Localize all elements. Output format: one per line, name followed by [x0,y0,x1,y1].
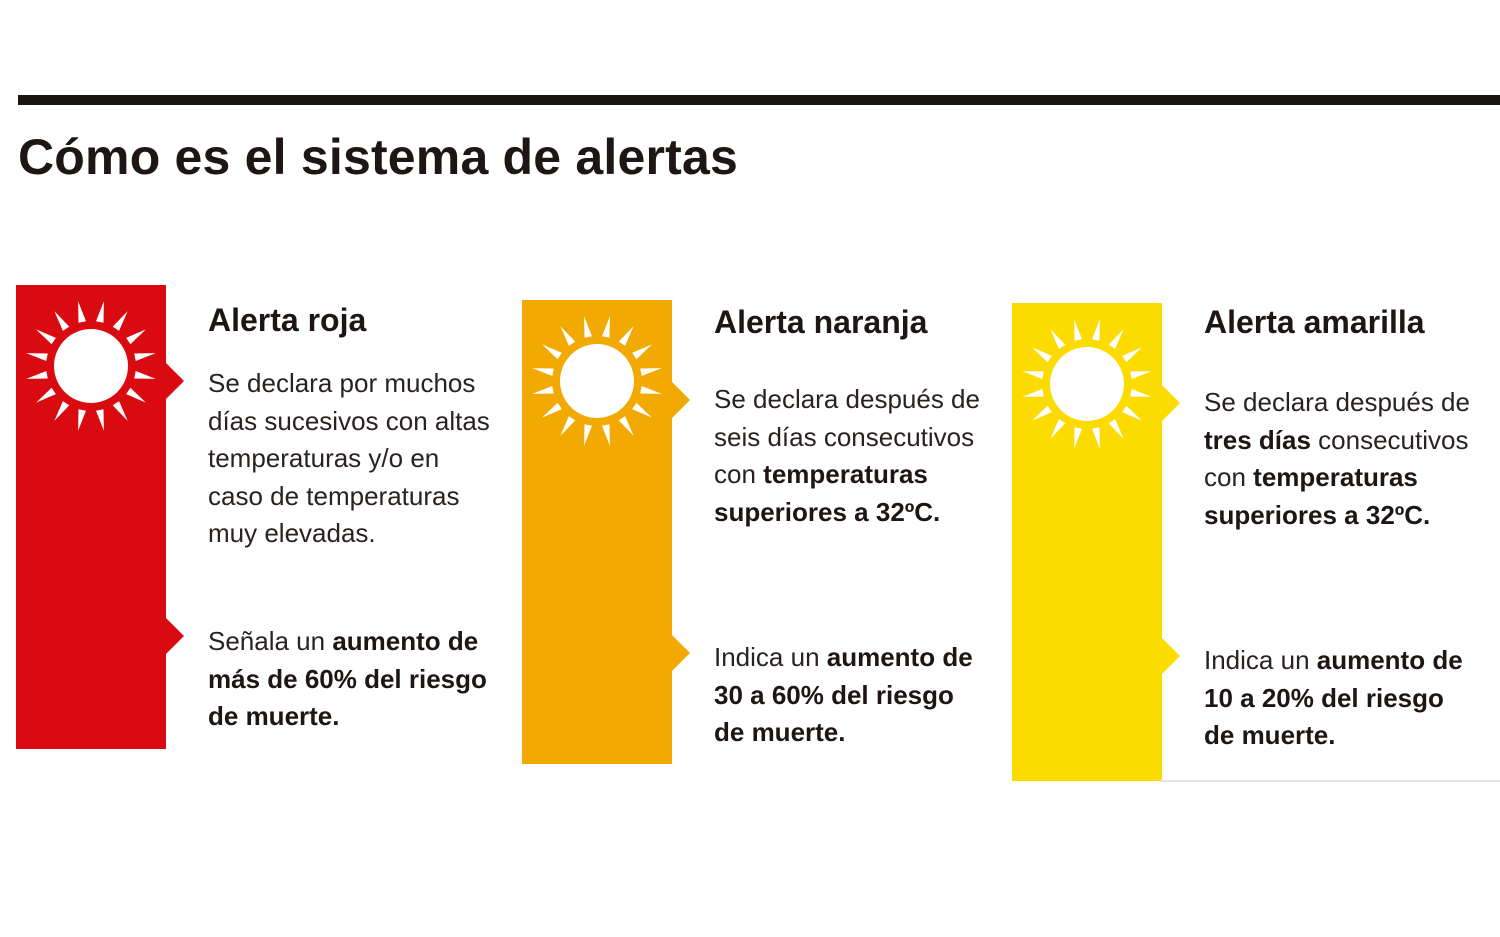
sun-ray [1050,419,1066,439]
sun-ray [1074,427,1082,449]
sun-ray [1050,329,1066,349]
sun-ray [542,402,562,418]
sun-ray [126,329,146,345]
alert-orange-description: Se declara después de seis días consecut… [714,384,980,527]
alert-yellow-description: Se declara después de tres días consecut… [1204,387,1470,530]
alert-orange-color-bar [522,300,690,764]
sun-ray [78,409,86,431]
alert-orange-risk: Indica un aumento de 30 a 60% del riesgo… [714,642,973,747]
alert-orange-text: Alerta naranja Se declara después de sei… [714,302,984,747]
alert-red-pointer [166,363,184,399]
sun-icon [1017,314,1157,454]
sun-ray [112,311,128,331]
sun-ray [584,424,592,446]
alert-red-pointer [166,618,184,654]
alert-yellow-pointer [1162,638,1180,674]
sun-disc [54,329,128,403]
sun-ray [1130,389,1152,397]
sun-ray [1092,319,1100,341]
sun-ray [640,368,662,376]
sun-ray [1032,405,1052,421]
sun-icon-graphic [26,301,156,431]
sun-ray [532,368,554,376]
alert-red-color-bar [16,285,184,749]
sun-ray [1130,371,1152,379]
sun-icon [21,296,161,436]
sun-icon [527,311,667,451]
sun-ray [126,387,146,403]
sun-ray [96,409,104,431]
sun-ray [602,424,610,446]
sun-ray [618,416,634,436]
sun-ray [1022,371,1044,379]
sun-ray [1032,347,1052,363]
sun-ray [78,301,86,323]
page-title: Cómo es el sistema de alertas [18,129,739,185]
sun-ray [632,344,652,360]
sun-ray [542,344,562,360]
sun-ray [26,371,48,379]
sun-icon-graphic [1022,319,1152,449]
alert-orange-pointer [672,382,690,418]
sun-ray [618,326,634,346]
sun-ray [632,402,652,418]
alert-yellow-text: Alerta amarilla Se declara después de tr… [1204,302,1479,750]
sun-ray [36,329,56,345]
sun-ray [602,316,610,338]
bottom-divider [1160,780,1500,782]
sun-ray [96,301,104,323]
sun-ray [1092,427,1100,449]
sun-ray [560,326,576,346]
sun-ray [640,386,662,394]
sun-ray [54,311,70,331]
sun-ray [36,387,56,403]
sun-ray [1022,389,1044,397]
alert-yellow-risk: Indica un aumento de 10 a 20% del riesgo… [1204,645,1463,750]
sun-ray [26,353,48,361]
alert-orange-pointer [672,635,690,671]
sun-ray [134,353,156,361]
sun-ray [134,371,156,379]
sun-ray [1074,319,1082,341]
sun-ray [1108,329,1124,349]
alert-red-text: Alerta roja Se declara por muchos días s… [208,300,508,731]
sun-ray [1122,347,1142,363]
sun-ray [560,416,576,436]
sun-ray [532,386,554,394]
alert-red-description: Se declara por muchos días sucesivos con… [208,368,490,548]
alert-orange-heading: Alerta naranja [714,304,928,340]
sun-ray [1108,419,1124,439]
alert-yellow-color-bar [1012,303,1180,781]
sun-ray [1122,405,1142,421]
sun-disc [560,344,634,418]
sun-ray [584,316,592,338]
sun-icon-graphic [532,316,662,446]
alert-red-risk: Señala un aumento de más de 60% del ries… [208,626,487,731]
alert-red-heading: Alerta roja [208,302,367,338]
alert-yellow-pointer [1162,385,1180,421]
alert-yellow-heading: Alerta amarilla [1204,304,1425,340]
sun-ray [54,401,70,421]
sun-ray [112,401,128,421]
header-rule [18,95,1500,105]
sun-disc [1050,347,1124,421]
